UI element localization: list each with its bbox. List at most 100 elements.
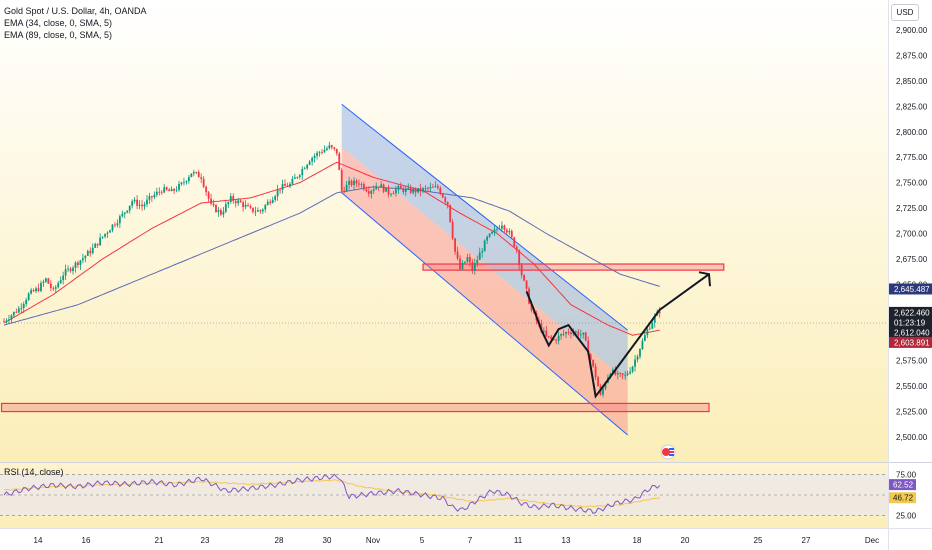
candle-body bbox=[293, 177, 296, 179]
price-badges: 2,645.487 2,622.46001:23:192,612.0402,603… bbox=[889, 283, 932, 348]
candle-body bbox=[602, 388, 604, 395]
ema34-line bbox=[3, 161, 660, 336]
time-tick-label: 20 bbox=[681, 536, 690, 545]
candle-body bbox=[15, 311, 18, 313]
candle-body bbox=[296, 177, 299, 178]
candle-body bbox=[195, 171, 198, 173]
candle-body bbox=[570, 332, 572, 334]
legend-ema34[interactable]: EMA (34, close, 0, SMA, 5) bbox=[4, 18, 113, 28]
candle-body bbox=[579, 334, 582, 336]
currency-button[interactable]: USD bbox=[891, 4, 919, 21]
candle-body bbox=[414, 188, 417, 193]
candle-body bbox=[210, 198, 212, 204]
candle-body bbox=[173, 188, 175, 191]
candle-body bbox=[409, 187, 412, 193]
ema-layer bbox=[3, 161, 660, 336]
candle-body bbox=[153, 194, 156, 198]
candle-body bbox=[155, 191, 158, 195]
candle-body bbox=[187, 177, 190, 182]
candle-body bbox=[338, 153, 341, 171]
candle-body bbox=[22, 303, 25, 308]
price-tick-label: 2,825.00 bbox=[896, 102, 928, 111]
candle-body bbox=[646, 329, 649, 336]
candle-body bbox=[256, 210, 259, 212]
price-tick-label: 2,875.00 bbox=[896, 51, 928, 60]
price-tick-label: 2,750.00 bbox=[896, 179, 928, 188]
candle-body bbox=[239, 200, 242, 203]
legend-ema89[interactable]: EMA (89, close, 0, SMA, 5) bbox=[4, 30, 113, 40]
candle-body bbox=[574, 331, 577, 333]
candle-body bbox=[35, 288, 37, 292]
price-badge bbox=[889, 283, 932, 295]
candle-body bbox=[444, 197, 447, 202]
candle-body bbox=[30, 290, 33, 294]
time-tick-label: 21 bbox=[155, 536, 164, 545]
candle-body bbox=[375, 186, 378, 190]
candle-body bbox=[96, 243, 99, 246]
candle-body bbox=[547, 336, 550, 338]
rsi-legend[interactable]: RSI (14, close) bbox=[4, 467, 64, 477]
candle-body bbox=[247, 204, 249, 207]
candle-body bbox=[266, 201, 269, 206]
candle-body bbox=[291, 178, 294, 184]
candle-body bbox=[629, 371, 632, 374]
candle-body bbox=[62, 275, 65, 281]
candle-body bbox=[340, 170, 343, 191]
candle-body bbox=[321, 152, 323, 154]
candle-body bbox=[274, 196, 277, 200]
candle-body bbox=[242, 202, 245, 207]
candle-body bbox=[89, 250, 92, 254]
candle-body bbox=[316, 152, 318, 156]
time-tick-label: 30 bbox=[323, 536, 332, 545]
candle-body bbox=[328, 145, 331, 149]
candle-body bbox=[360, 184, 363, 185]
candle-body bbox=[619, 372, 622, 374]
rsi-ma-line bbox=[3, 479, 660, 508]
candle-body bbox=[69, 268, 72, 272]
candle-body bbox=[358, 183, 360, 185]
candle-body bbox=[476, 259, 479, 264]
time-tick-label: 11 bbox=[514, 536, 523, 545]
candle-body bbox=[264, 205, 267, 210]
candle-body bbox=[279, 189, 281, 191]
candle-body bbox=[261, 209, 264, 212]
candle-body bbox=[653, 315, 656, 323]
candle-body bbox=[333, 147, 336, 149]
candle-body bbox=[40, 283, 42, 292]
candle-body bbox=[464, 261, 466, 263]
candle-body bbox=[192, 171, 195, 174]
candle-body bbox=[229, 196, 232, 202]
candle-body bbox=[212, 203, 215, 206]
candle-body bbox=[289, 183, 291, 187]
candle-body bbox=[249, 206, 252, 208]
candle-body bbox=[237, 200, 240, 204]
candle-body bbox=[436, 186, 439, 188]
price-tick-label: 2,500.00 bbox=[896, 433, 928, 442]
price-badge bbox=[889, 316, 932, 328]
candle-body bbox=[377, 186, 380, 188]
candle-body bbox=[254, 211, 257, 213]
candle-body bbox=[52, 287, 55, 289]
support-box-1 bbox=[0, 402, 710, 413]
candle-body bbox=[503, 225, 506, 230]
candle-body bbox=[207, 192, 210, 199]
candle-body bbox=[345, 184, 348, 192]
levels-layer bbox=[0, 263, 725, 413]
candle-body bbox=[10, 315, 13, 320]
flag-icon[interactable] bbox=[660, 444, 676, 460]
candle-body bbox=[496, 228, 498, 230]
candle-body bbox=[555, 339, 558, 341]
candle-body bbox=[422, 188, 424, 192]
candle-body bbox=[481, 251, 484, 253]
candle-body bbox=[205, 186, 208, 193]
candle-body bbox=[136, 199, 139, 206]
candle-body bbox=[407, 187, 410, 189]
candle-body bbox=[217, 210, 220, 213]
candle-body bbox=[271, 199, 274, 203]
candle-body bbox=[545, 330, 548, 337]
candle-body bbox=[451, 221, 454, 239]
candle-body bbox=[25, 300, 28, 304]
candle-body bbox=[446, 201, 449, 205]
candle-body bbox=[412, 188, 415, 193]
